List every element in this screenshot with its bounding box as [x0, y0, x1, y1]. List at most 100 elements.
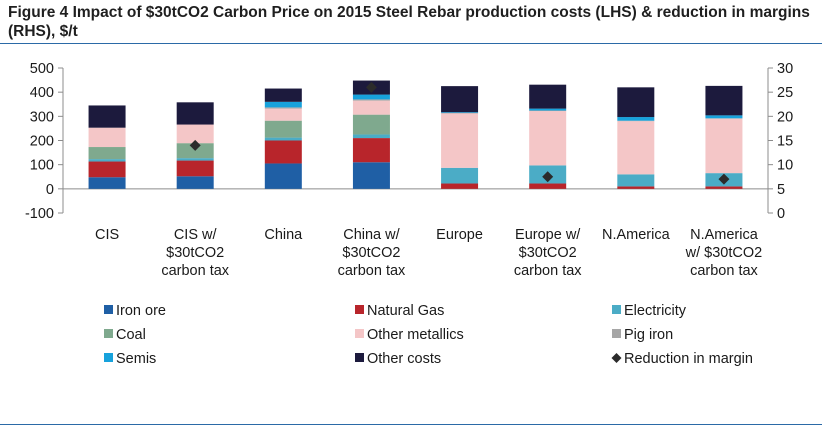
bar-segment [529, 84, 567, 109]
bar-segment [88, 105, 126, 128]
bar-segment [705, 186, 743, 189]
bar-segment [176, 160, 214, 177]
margin-marker [365, 81, 377, 93]
x-category-label: carbon tax [338, 263, 406, 279]
x-category-label: w/ $30tCO2 [685, 245, 763, 261]
bar-segment [352, 100, 390, 115]
x-category-label: CIS [95, 227, 119, 243]
bars-group [88, 80, 743, 189]
figure-title: Figure 4 Impact of $30tCO2 Carbon Price … [8, 4, 810, 40]
bar-segment [264, 101, 302, 108]
bar-segment [176, 102, 214, 125]
y-tick-label-left: 300 [30, 109, 54, 125]
margin-marker [718, 173, 730, 185]
legend-label: Iron ore [116, 303, 166, 319]
bar-segment [441, 112, 479, 113]
bar-segment [264, 137, 302, 141]
x-category-label: $30tCO2 [342, 245, 400, 261]
legend-swatch [104, 329, 113, 338]
x-category-label: CIS w/ [174, 227, 218, 243]
x-category-label: China w/ [343, 227, 400, 243]
bar-segment [529, 111, 567, 166]
bar-segment [352, 99, 390, 101]
legend-swatch [355, 353, 364, 362]
margin-marker [542, 171, 554, 183]
bar-segment [617, 186, 655, 189]
legend-swatch [104, 305, 113, 314]
footer-divider [0, 424, 822, 425]
bar-segment [264, 120, 302, 138]
x-category-label: China [264, 227, 303, 243]
bar-segment [264, 140, 302, 164]
bar-segment [705, 118, 743, 174]
x-category-label: carbon tax [161, 263, 229, 279]
bar-segment [617, 121, 655, 175]
bar-segment [352, 114, 390, 135]
y-tick-label-left: 0 [46, 182, 54, 198]
legend-label: Natural Gas [367, 303, 444, 319]
bar-segment [441, 86, 479, 113]
y-tick-label-right: 10 [777, 158, 793, 174]
legend-label: Electricity [624, 303, 687, 319]
legend-label: Reduction in margin [624, 351, 753, 367]
legend-swatch [612, 305, 621, 314]
legend-marker [611, 353, 622, 363]
bar-segment [441, 113, 479, 168]
legend-label: Semis [116, 351, 156, 367]
bar-segment [617, 87, 655, 118]
bar-segment [441, 167, 479, 184]
y-tick-label-left: -100 [25, 206, 54, 222]
legend-swatch [355, 305, 364, 314]
bar-segment [88, 147, 126, 160]
x-category-label: carbon tax [514, 263, 582, 279]
bar-segment [264, 107, 302, 109]
axes-group: -100 0 100 200 300 400 500 0 5 10 15 20 25 30 [25, 61, 793, 222]
y-tick-label-right: 25 [777, 85, 793, 101]
bar-segment [352, 138, 390, 163]
margin-markers-group [189, 81, 730, 185]
title-divider [0, 43, 822, 44]
legend-label: Pig iron [624, 327, 673, 343]
legend-label: Coal [116, 327, 146, 343]
bar-segment [617, 174, 655, 187]
margin-marker [189, 139, 201, 151]
bar-segment [88, 161, 126, 178]
y-tick-label-left: 100 [30, 158, 54, 174]
bar-segment [352, 162, 390, 189]
bar-segment [352, 134, 390, 139]
bar-segment [264, 88, 302, 102]
bar-segment [529, 108, 567, 111]
x-category-label: $30tCO2 [166, 245, 224, 261]
x-category-label: carbon tax [690, 263, 758, 279]
bar-segment [176, 158, 214, 161]
bar-segment [529, 183, 567, 189]
x-category-label: N.America [602, 227, 671, 243]
y-tick-label-left: 400 [30, 85, 54, 101]
y-tick-label-right: 0 [777, 206, 785, 222]
bar-segment [705, 115, 743, 119]
bar-segment [617, 117, 655, 121]
labels-group: CIS CIS w/ $30tCO2 carbon tax China China w/ $… [95, 227, 762, 279]
y-tick-label-right: 20 [777, 109, 793, 125]
bar-segment [88, 177, 126, 189]
x-category-label: $30tCO2 [519, 245, 577, 261]
y-tick-label-right: 30 [777, 61, 793, 77]
bar-segment [88, 127, 126, 148]
legend-label: Other costs [367, 351, 441, 367]
bar-segment [441, 183, 479, 189]
y-tick-label-right: 5 [777, 182, 785, 198]
y-tick-label-left: 200 [30, 134, 54, 150]
legend-swatch [104, 353, 113, 362]
y-tick-label-left: 500 [30, 61, 54, 77]
legend-group: Iron ore Natural Gas Electricity Coal Other … [104, 303, 753, 367]
x-category-label: Europe w/ [515, 227, 581, 243]
bar-segment [264, 163, 302, 189]
x-category-label: N.America [690, 227, 759, 243]
bar-segment [264, 108, 302, 121]
bar-segment [352, 94, 390, 100]
x-category-label: Europe [436, 227, 483, 243]
legend-swatch [612, 329, 621, 338]
legend-label: Other metallics [367, 327, 464, 343]
bar-segment [176, 124, 214, 144]
